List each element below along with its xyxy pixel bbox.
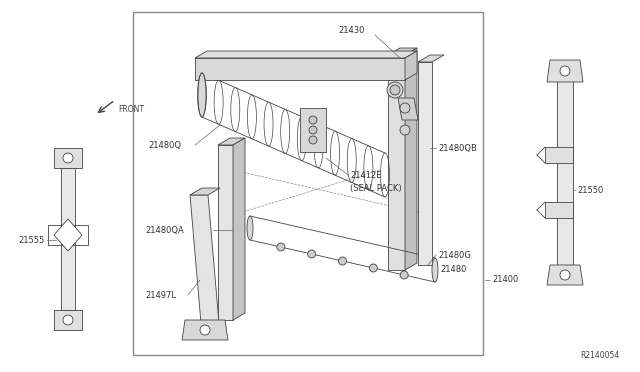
Polygon shape — [233, 138, 245, 320]
Circle shape — [308, 250, 316, 258]
Polygon shape — [557, 80, 573, 265]
Polygon shape — [300, 108, 326, 152]
Circle shape — [400, 271, 408, 279]
Polygon shape — [54, 148, 82, 168]
Circle shape — [560, 66, 570, 76]
Text: 21400: 21400 — [492, 276, 518, 285]
Polygon shape — [190, 195, 220, 335]
Text: 21480QA: 21480QA — [145, 225, 184, 234]
Polygon shape — [418, 62, 432, 265]
Text: FRONT: FRONT — [118, 105, 144, 114]
Circle shape — [390, 85, 400, 95]
Circle shape — [400, 103, 410, 113]
Polygon shape — [398, 98, 418, 120]
Text: R2140054: R2140054 — [580, 351, 620, 360]
Polygon shape — [195, 58, 405, 80]
Polygon shape — [545, 147, 573, 163]
Polygon shape — [190, 188, 220, 195]
Text: (SEAL PACK): (SEAL PACK) — [350, 183, 402, 192]
Circle shape — [369, 264, 378, 272]
Text: 21430: 21430 — [339, 26, 365, 35]
Polygon shape — [61, 168, 75, 310]
Polygon shape — [545, 202, 573, 218]
Text: 21412E: 21412E — [350, 170, 381, 180]
Polygon shape — [54, 219, 82, 251]
Ellipse shape — [247, 216, 253, 240]
Text: 21480Q: 21480Q — [148, 141, 181, 150]
Circle shape — [309, 136, 317, 144]
Polygon shape — [388, 55, 405, 270]
Text: 21480G: 21480G — [438, 250, 471, 260]
Circle shape — [200, 325, 210, 335]
Circle shape — [560, 270, 570, 280]
Polygon shape — [182, 320, 228, 340]
Polygon shape — [547, 265, 583, 285]
Polygon shape — [405, 51, 417, 80]
Polygon shape — [218, 138, 245, 145]
Text: 21480QB: 21480QB — [438, 144, 477, 153]
Ellipse shape — [432, 258, 438, 282]
Circle shape — [309, 116, 317, 124]
Circle shape — [63, 153, 73, 163]
Polygon shape — [547, 60, 583, 82]
Ellipse shape — [198, 73, 206, 117]
Circle shape — [339, 257, 346, 265]
Circle shape — [387, 82, 403, 98]
Polygon shape — [218, 145, 233, 320]
Circle shape — [277, 243, 285, 251]
Polygon shape — [418, 55, 444, 62]
Polygon shape — [405, 48, 417, 270]
Circle shape — [63, 315, 73, 325]
Text: 21480: 21480 — [440, 266, 467, 275]
Text: 21550: 21550 — [577, 186, 604, 195]
Circle shape — [309, 126, 317, 134]
Text: 21555: 21555 — [18, 235, 44, 244]
Polygon shape — [195, 51, 417, 58]
Polygon shape — [388, 48, 417, 55]
Text: 21497L: 21497L — [145, 291, 176, 299]
Polygon shape — [54, 310, 82, 330]
Circle shape — [400, 125, 410, 135]
